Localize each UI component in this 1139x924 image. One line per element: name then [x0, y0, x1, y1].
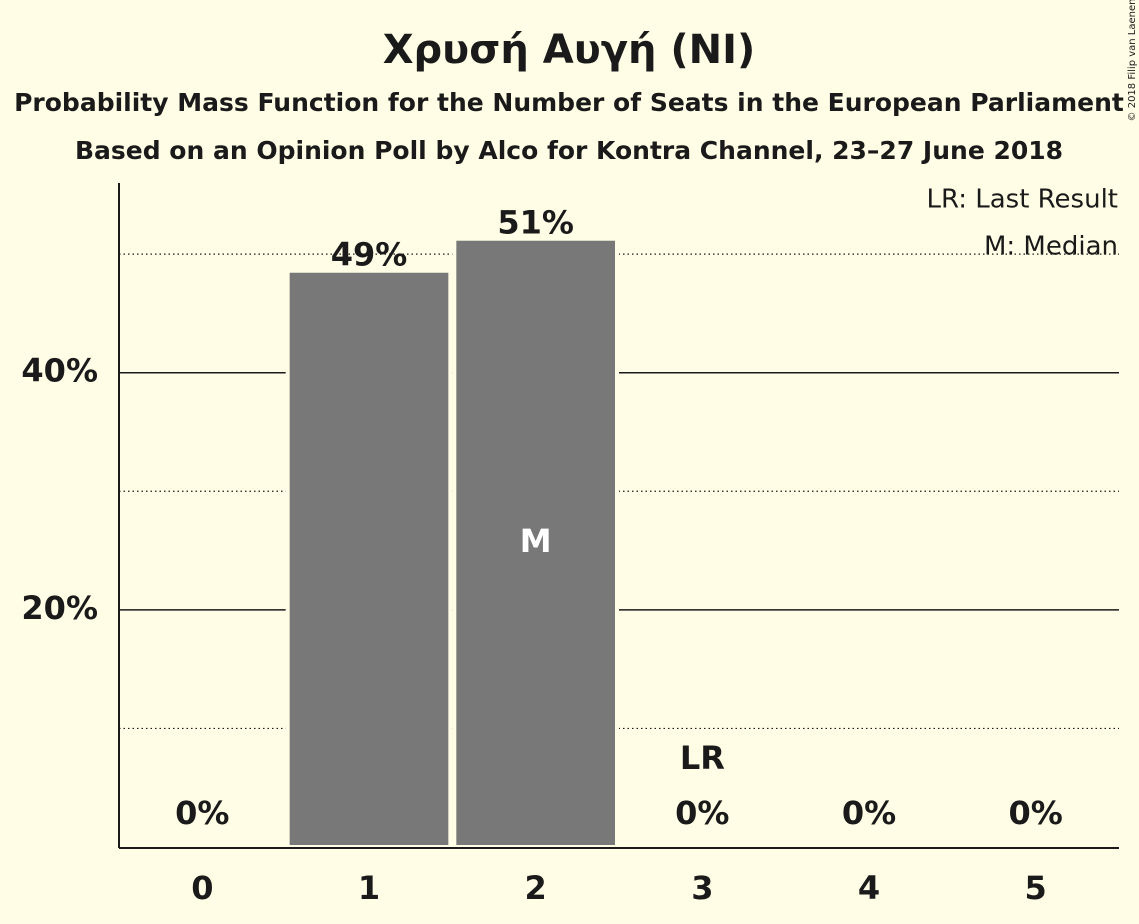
bar [285, 268, 453, 849]
value-label: 0% [842, 794, 896, 832]
chart-subtitle: Probability Mass Function for the Number… [14, 88, 1124, 117]
x-tick-label: 3 [691, 869, 713, 907]
value-label: 0% [1009, 794, 1063, 832]
y-tick-label: 40% [21, 352, 98, 390]
chart-title: Χρυσή Αυγή (NI) [383, 27, 756, 73]
value-label: 51% [497, 204, 574, 242]
x-tick-label: 1 [358, 869, 380, 907]
value-label: 0% [175, 794, 229, 832]
copyright: © 2018 Filip van Laenen [1127, 0, 1138, 121]
x-tick-label: 4 [858, 869, 880, 907]
bar [452, 236, 620, 849]
x-tick-label: 2 [525, 869, 547, 907]
annotation: LR [680, 739, 725, 777]
annotation: M [520, 522, 552, 560]
x-tick-label: 5 [1025, 869, 1047, 907]
x-tick-label: 0 [191, 869, 213, 907]
legend-entry: LR: Last Result [926, 185, 1118, 215]
chart-subtitle: Based on an Opinion Poll by Alco for Kon… [75, 136, 1063, 165]
legend-entry: M: Median [984, 232, 1118, 262]
value-label: 49% [331, 236, 408, 274]
value-label: 0% [675, 794, 729, 832]
y-tick-label: 20% [21, 589, 98, 627]
